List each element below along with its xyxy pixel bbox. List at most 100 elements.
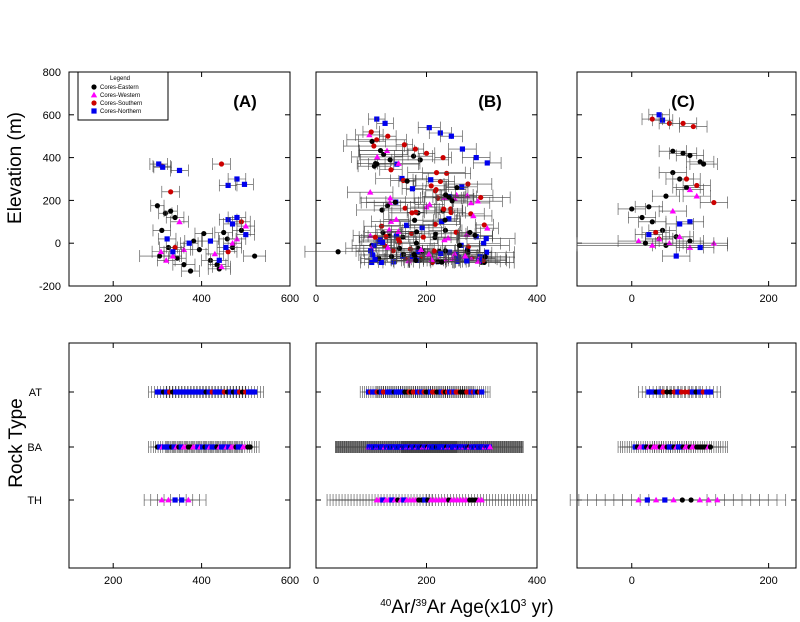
panel-1-band-point (376, 239, 382, 245)
panel-0-AT-point-31 (249, 389, 255, 395)
panel-1-band-point (442, 227, 449, 234)
panel-1-top-xtick-label-2: 400 (528, 293, 546, 305)
panel-0-point-31 (168, 189, 174, 195)
panel-1-band-point (400, 177, 406, 184)
panel-1-point-18 (457, 242, 463, 248)
panel-2-BA-point-33 (707, 444, 714, 450)
panel-1-band-point (414, 229, 420, 235)
panel-2-bottom-frame (576, 342, 797, 569)
panel-2-top-xtick-label-1: 200 (759, 293, 777, 305)
panel-0-BA-point-30 (226, 444, 232, 450)
panel-1-band-point (420, 234, 426, 240)
panel-1-band-point (395, 160, 402, 166)
ytick-label-3: 200 (43, 195, 61, 207)
panel-1-point-13 (440, 155, 446, 161)
panel-0-BA-point-28 (221, 444, 227, 450)
panel-1-TH-point-35 (478, 496, 485, 503)
panel-0-AT-point-1 (157, 389, 164, 395)
panel-1-TH-point-5 (389, 497, 395, 503)
panel-0-point-47 (234, 214, 240, 221)
panel-1-band-point (442, 217, 448, 223)
panel-1-point-11 (412, 146, 419, 152)
panel-1-band-point (413, 257, 419, 263)
panel-0-TH-point-4 (185, 496, 192, 503)
ytick-label-1: 600 (43, 110, 61, 122)
panel-1-band-point (470, 212, 477, 219)
panel-0-AT-point-15 (200, 389, 206, 395)
legend-label-western: Cores-Western (100, 93, 140, 99)
panel-1-band-point (413, 209, 419, 215)
panel-0-AT-point-26 (233, 389, 240, 395)
panel-1-band-point (439, 259, 445, 265)
panel-1-bottom-xtick-label-2: 400 (528, 575, 546, 587)
panel-1-point-4 (448, 133, 454, 139)
panel-0-point-13 (214, 262, 220, 268)
panel-1-band-point (370, 252, 376, 258)
panel-0-point-8 (187, 268, 194, 274)
panel-0-BA-point-1 (157, 444, 163, 450)
panel-0-BA-point-35 (238, 444, 244, 450)
panel-2-TH-point-2 (652, 496, 660, 503)
panel-1-band-point (367, 188, 374, 195)
panel-0-point-11 (201, 230, 207, 237)
legend-symbol-cores-northern (91, 108, 97, 114)
panel-2-rocktype-series (569, 386, 787, 506)
panel-1-band-point (425, 250, 433, 257)
panel-1-band-point (439, 218, 445, 225)
panel-2-point-38 (687, 219, 693, 225)
panel-1-band-point (464, 258, 470, 264)
panel-2-bottom-xtick-label-0: 0 (629, 575, 635, 587)
panel-0-AT-point-10 (185, 389, 191, 395)
panel-1-band-point (426, 201, 433, 207)
panel-2-TH-point-5 (679, 497, 685, 503)
panel-0-top-xtick-label-1: 400 (192, 293, 210, 305)
panel-1-band-point (395, 228, 402, 234)
panel-0-AT-point-7 (176, 389, 182, 395)
panel-0-point-18 (252, 253, 258, 259)
panel-1-point-22 (461, 252, 469, 259)
panel-0-point-52 (223, 244, 229, 251)
panel-1-rocktype-series (326, 386, 532, 506)
rock-label-TH: TH (27, 495, 42, 507)
panel-1-point-16 (454, 184, 460, 191)
panel-0-point-38 (160, 164, 166, 170)
panel-2-AT-point-1 (649, 389, 656, 395)
panel-0-top-xtick-label-2: 600 (281, 293, 299, 305)
panel-1-band-point (448, 209, 454, 216)
panel-1-band-point (381, 151, 387, 158)
panel-1-TH-point-9 (401, 497, 407, 503)
panel-2-point-29 (693, 192, 700, 199)
panel-1-band-point (383, 234, 389, 240)
panel-1-band-point (467, 229, 473, 236)
panel-label-1: (B) (478, 92, 502, 111)
panel-1-band-point (387, 218, 395, 224)
panel-1-band-point (372, 234, 378, 240)
panel-1-band-point (395, 236, 401, 242)
panel-1-band-point (481, 240, 487, 247)
panel-0-point-15 (221, 229, 227, 236)
panel-0-BA-point-7 (171, 444, 177, 450)
panel-1-band-point (368, 248, 374, 254)
panel-0-BA-point-17 (195, 444, 201, 450)
panel-0-point-20 (157, 253, 163, 259)
panel-0-rocktype-series (143, 386, 264, 506)
panel-2-point-0 (656, 112, 662, 118)
panel-1-point-15 (404, 178, 410, 184)
rock-label-BA: BA (27, 442, 42, 454)
panel-0-point-21 (157, 248, 165, 255)
ytick-label-5: -200 (39, 281, 61, 293)
panel-1-band-point (392, 199, 398, 205)
panel-1-band-point (417, 157, 423, 163)
panel-2-AT-point-8 (675, 389, 681, 395)
panel-2-point-14 (663, 193, 669, 199)
panel-0-point-4 (159, 227, 165, 233)
panel-2-AT-point-14 (696, 389, 703, 395)
panel-1-band-point (371, 143, 377, 149)
panel-0-AT-point-32 (252, 389, 258, 395)
panel-0-point-42 (241, 181, 248, 187)
panel-0-point-27 (229, 240, 236, 246)
panel-2-point-17 (649, 219, 655, 225)
panel-1-point-1 (382, 120, 388, 126)
panel-1-band-point (449, 198, 455, 204)
panel-1-band-point (369, 138, 375, 144)
